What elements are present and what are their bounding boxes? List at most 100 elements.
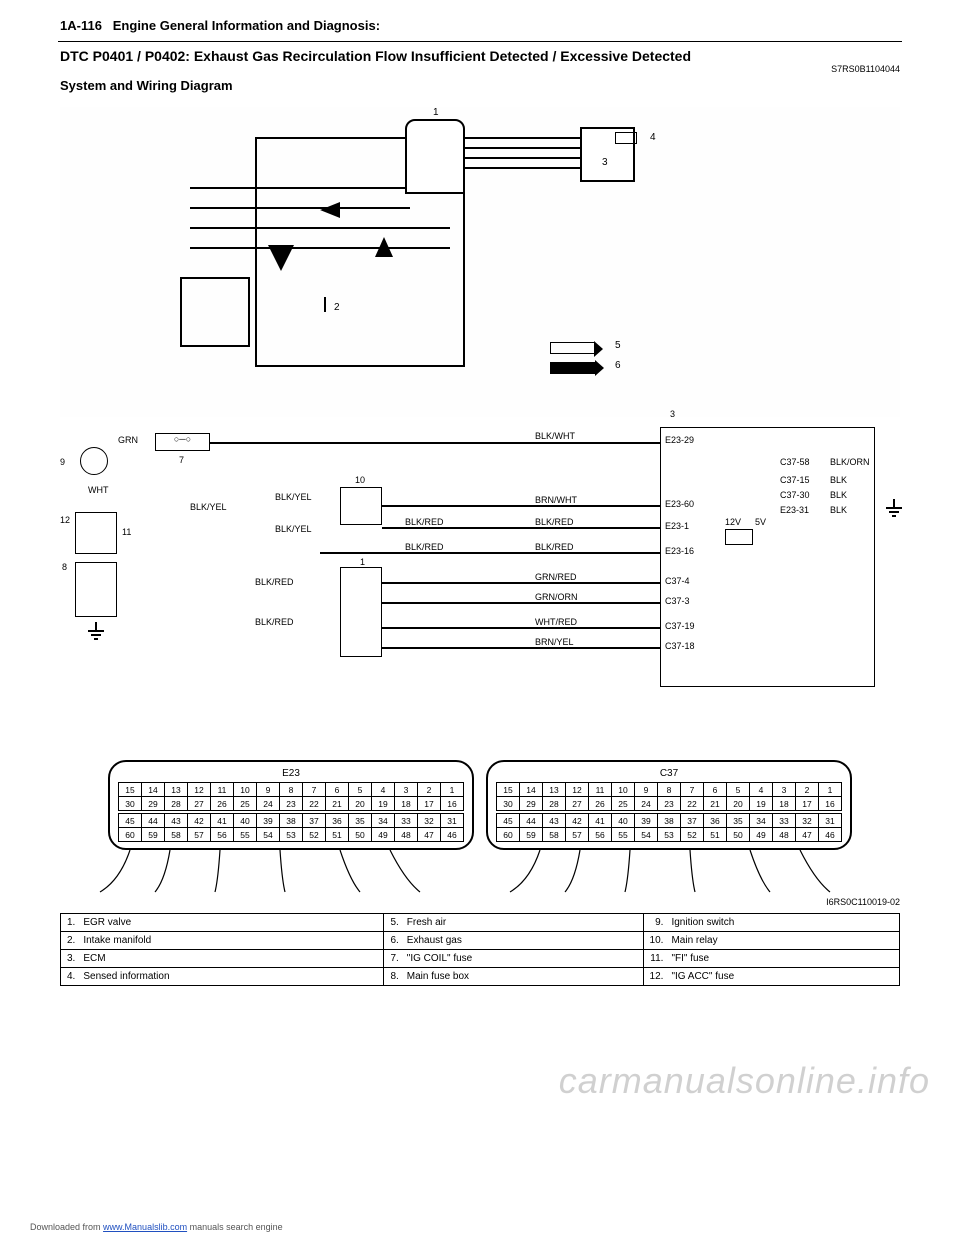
pin-c37-15: C37-15 xyxy=(780,475,810,485)
pin-cell: 52 xyxy=(303,828,326,842)
pin-cell: 57 xyxy=(566,828,589,842)
pin-cell: 36 xyxy=(326,814,349,828)
legend-text: Main fuse box xyxy=(401,968,643,986)
pin-cell: 18 xyxy=(395,797,418,811)
pin-cell: 39 xyxy=(257,814,280,828)
ground-icon xyxy=(88,622,104,640)
pin-cell: 54 xyxy=(257,828,280,842)
pin-cell: 35 xyxy=(727,814,750,828)
pin-cell: 12 xyxy=(566,783,589,797)
pin-cell: 48 xyxy=(773,828,796,842)
pin-cell: 24 xyxy=(257,797,280,811)
pin-cell: 37 xyxy=(303,814,326,828)
legend-num: 3. xyxy=(61,950,78,968)
pin-cell: 46 xyxy=(819,828,842,842)
pin-cell: 46 xyxy=(441,828,464,842)
wire-blk-3: BLK xyxy=(830,505,847,515)
pin-cell: 59 xyxy=(520,828,543,842)
pin-cell: 49 xyxy=(372,828,395,842)
legend-num: 4. xyxy=(61,968,78,986)
connector-e23-title: E23 xyxy=(118,768,464,779)
fi-fuse-box xyxy=(75,512,117,554)
section-title: Engine General Information and Diagnosis… xyxy=(113,18,380,33)
footer-link[interactable]: www.Manualslib.com xyxy=(103,1222,187,1232)
pin-cell: 37 xyxy=(681,814,704,828)
pin-cell: 54 xyxy=(635,828,658,842)
pin-cell: 3 xyxy=(395,783,418,797)
pin-c37-19: C37-19 xyxy=(665,621,695,631)
regulator-box xyxy=(725,529,753,545)
wire-blk-1: BLK xyxy=(830,475,847,485)
label-8: 8 xyxy=(62,562,67,572)
pin-cell: 42 xyxy=(566,814,589,828)
pin-cell: 25 xyxy=(234,797,257,811)
wire-blk-2: BLK xyxy=(830,490,847,500)
pin-cell: 41 xyxy=(211,814,234,828)
pin-cell: 1 xyxy=(441,783,464,797)
pin-cell: 20 xyxy=(349,797,372,811)
legend-num: 9. xyxy=(643,914,665,932)
legend-text: Main relay xyxy=(665,932,899,950)
pin-cell: 51 xyxy=(704,828,727,842)
pin-cell: 16 xyxy=(441,797,464,811)
legend-num: 8. xyxy=(384,968,401,986)
connector-e23: E23 151413121110987654321302928272625242… xyxy=(108,760,474,850)
pin-cell: 27 xyxy=(566,797,589,811)
pin-cell: 39 xyxy=(635,814,658,828)
pin-cell: 53 xyxy=(280,828,303,842)
wire-blkred-a: BLK/RED xyxy=(405,517,444,527)
ground-icon-2 xyxy=(886,499,902,517)
pin-cell: 14 xyxy=(520,783,543,797)
legend-table: 1.EGR valve5.Fresh air9.Ignition switch2… xyxy=(60,913,900,986)
dtc-title: DTC P0401 / P0402: Exhaust Gas Recircula… xyxy=(0,42,960,64)
wire-grnred: GRN/RED xyxy=(535,572,577,582)
label-12: 12 xyxy=(60,515,70,525)
pin-cell: 15 xyxy=(119,783,142,797)
pin-cell: 31 xyxy=(819,814,842,828)
pin-cell: 42 xyxy=(188,814,211,828)
pin-c37-18: C37-18 xyxy=(665,641,695,651)
pin-cell: 7 xyxy=(303,783,326,797)
lbl-12v: 12V xyxy=(725,517,741,527)
legend-num: 1. xyxy=(61,914,78,932)
connector-c37-title: C37 xyxy=(496,768,842,779)
label-11: 11 xyxy=(122,527,131,537)
pin-cell: 23 xyxy=(658,797,681,811)
mechanical-diagram: 1 2 3 4 5 6 xyxy=(60,107,900,417)
legend-text: EGR valve xyxy=(77,914,384,932)
pin-cell: 26 xyxy=(211,797,234,811)
label-10: 10 xyxy=(355,475,365,485)
legend-text: Intake manifold xyxy=(77,932,384,950)
pin-cell: 30 xyxy=(119,797,142,811)
pin-cell: 49 xyxy=(750,828,773,842)
pin-cell: 56 xyxy=(211,828,234,842)
harness-lines-icon xyxy=(60,850,900,895)
pin-cell: 59 xyxy=(142,828,165,842)
legend-text: "FI" fuse xyxy=(665,950,899,968)
wire-whtred: WHT/RED xyxy=(535,617,577,627)
egr-valve-coil-box xyxy=(340,567,382,657)
pin-cell: 41 xyxy=(589,814,612,828)
pin-cell: 33 xyxy=(395,814,418,828)
legend-text: Ignition switch xyxy=(665,914,899,932)
pin-cell: 50 xyxy=(349,828,372,842)
page-header: 1A-116 Engine General Information and Di… xyxy=(0,0,960,41)
wire-grn: GRN xyxy=(118,435,138,445)
pin-cell: 51 xyxy=(326,828,349,842)
pin-cell: 55 xyxy=(612,828,635,842)
wire-blkyel-2: BLK/YEL xyxy=(275,492,312,502)
legend-text: Sensed information xyxy=(77,968,384,986)
pin-cell: 22 xyxy=(681,797,704,811)
pin-cell: 24 xyxy=(635,797,658,811)
connector-tables: E23 151413121110987654321302928272625242… xyxy=(60,760,900,850)
pin-cell: 45 xyxy=(119,814,142,828)
pin-cell: 32 xyxy=(796,814,819,828)
diagram-label-2: 2 xyxy=(334,302,340,313)
diagram-label-3: 3 xyxy=(602,157,608,168)
pin-cell: 58 xyxy=(165,828,188,842)
legend-num: 2. xyxy=(61,932,78,950)
pin-cell: 31 xyxy=(441,814,464,828)
pin-cell: 36 xyxy=(704,814,727,828)
pin-cell: 25 xyxy=(612,797,635,811)
pin-cell: 33 xyxy=(773,814,796,828)
